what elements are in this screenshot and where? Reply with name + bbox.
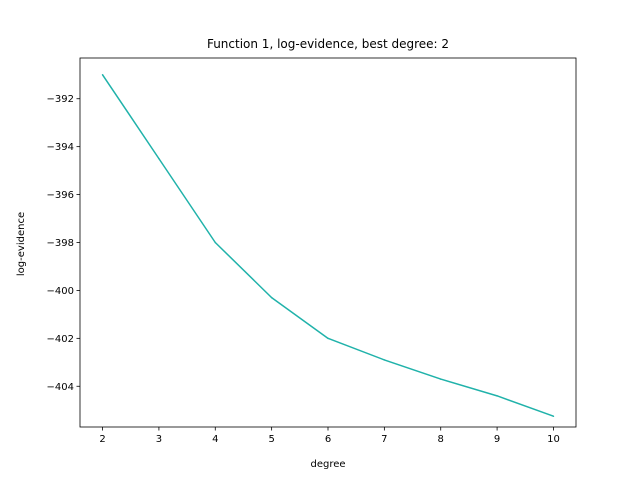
data-point bbox=[327, 337, 329, 340]
x-axis-title: degree bbox=[310, 459, 345, 470]
y-tick-label: −392 bbox=[47, 94, 74, 105]
data-point bbox=[552, 415, 555, 417]
data-point bbox=[158, 157, 160, 160]
y-axis-title: log-evidence bbox=[16, 212, 27, 276]
data-point bbox=[383, 359, 386, 361]
plot-area: 2 3 4 5 6 7 8 9 10 −392 −394 −396 −398 −400 −402 −404 bbox=[47, 57, 577, 445]
y-tick-label: −396 bbox=[47, 190, 74, 201]
y-tick-label: −400 bbox=[47, 286, 74, 297]
x-tick-label: 9 bbox=[494, 434, 500, 445]
x-tick-label: 2 bbox=[99, 434, 105, 445]
data-point bbox=[101, 74, 104, 76]
x-tick-label: 4 bbox=[212, 434, 218, 445]
data-point bbox=[439, 378, 442, 380]
y-tick-label: −394 bbox=[47, 142, 74, 153]
y-tick-label: −398 bbox=[47, 238, 74, 249]
x-tick-label: 10 bbox=[547, 434, 560, 445]
data-point bbox=[270, 296, 273, 299]
chart-title: Function 1, log-evidence, best degree: 2 bbox=[207, 37, 449, 51]
data-point bbox=[496, 395, 498, 397]
x-tick-label: 7 bbox=[381, 434, 387, 445]
data-point bbox=[214, 241, 217, 244]
x-tick-label: 5 bbox=[268, 434, 274, 445]
x-tick-label: 8 bbox=[438, 434, 444, 445]
x-tick-label: 3 bbox=[156, 434, 162, 445]
x-tick-label: 6 bbox=[325, 434, 331, 445]
y-tick-label: −402 bbox=[47, 334, 74, 345]
y-tick-label: −404 bbox=[47, 382, 74, 393]
